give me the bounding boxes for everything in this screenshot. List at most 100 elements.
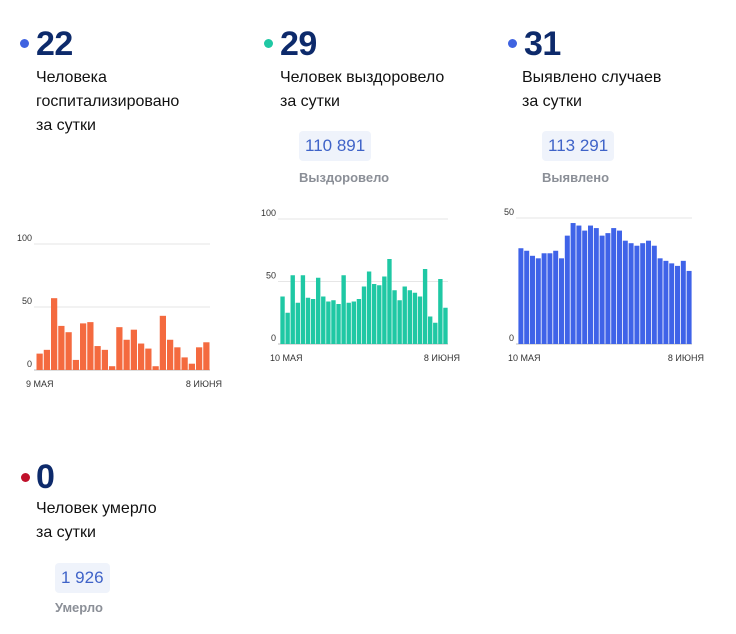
bar <box>361 286 367 344</box>
bar <box>680 260 686 344</box>
detected-label: Выявлено случаев за сутки <box>522 69 662 110</box>
bar <box>145 348 152 370</box>
y-tick-label: 100 <box>261 208 276 218</box>
bar <box>547 253 553 344</box>
y-tick-label: 0 <box>271 333 276 343</box>
bar <box>51 298 58 370</box>
bar <box>138 343 145 370</box>
bar <box>675 265 680 344</box>
x-tick-label-end: 8 ИЮНЯ <box>424 353 460 363</box>
bar <box>371 284 377 344</box>
recovered-total-label: Выздоровело <box>299 170 390 185</box>
bar <box>417 296 423 344</box>
died-total: 1 926 <box>55 563 110 593</box>
bar <box>167 339 174 370</box>
detected-dot <box>508 39 517 48</box>
hospitalized-count: 22 <box>36 25 73 63</box>
bar <box>321 296 326 344</box>
bar <box>622 240 628 344</box>
bar <box>58 325 65 370</box>
recovered-dot <box>264 39 273 48</box>
bar <box>402 286 407 344</box>
bar <box>366 271 372 344</box>
bar <box>535 258 541 344</box>
bar <box>524 250 530 344</box>
bar <box>290 275 295 344</box>
bar <box>181 357 188 370</box>
hospitalized-dot <box>20 39 29 48</box>
bar <box>392 290 397 344</box>
recovered-chart: 0 50 100 10 МАЯ 8 ИЮНЯ <box>261 208 460 363</box>
bar <box>669 263 675 344</box>
bar <box>628 243 634 344</box>
bar <box>588 225 593 344</box>
died-label: Человек умерло за сутки <box>36 500 157 541</box>
y-tick-label: 0 <box>509 333 514 343</box>
bar <box>651 245 657 344</box>
bar <box>196 347 203 370</box>
bar <box>203 342 210 370</box>
bar <box>634 245 640 344</box>
died-dot <box>21 473 30 482</box>
y-tick-label: 0 <box>27 359 32 369</box>
bar <box>593 228 599 344</box>
detected-chart: 0 50 10 МАЯ 8 ИЮНЯ <box>504 207 704 363</box>
bar <box>295 302 301 344</box>
bar <box>94 346 101 370</box>
bar <box>407 290 413 344</box>
bar <box>518 248 524 344</box>
hospitalized-chart: 0 50 100 9 МАЯ 8 ИЮНЯ <box>17 233 222 389</box>
x-tick-label-start: 10 МАЯ <box>508 353 541 363</box>
bar <box>686 270 692 344</box>
bar <box>326 301 331 344</box>
bar <box>351 301 357 344</box>
y-tick-label: 50 <box>22 296 32 306</box>
detected-total-label: Выявлено <box>542 170 610 185</box>
y-tick-label: 100 <box>17 233 32 243</box>
x-tick-label-start: 9 МАЯ <box>26 379 54 389</box>
x-tick-label-start: 10 МАЯ <box>270 353 303 363</box>
bar <box>433 322 438 344</box>
detected-total: 113 291 <box>542 131 615 161</box>
bar <box>553 250 559 344</box>
bar <box>427 316 433 344</box>
y-tick-label: 50 <box>266 271 276 281</box>
bar <box>336 304 341 344</box>
bar <box>570 223 576 344</box>
bar <box>564 235 570 344</box>
bar <box>310 299 316 344</box>
bar <box>438 279 443 344</box>
bar <box>331 300 336 344</box>
bar <box>663 260 669 344</box>
detected-count: 31 <box>524 25 561 63</box>
bar <box>285 312 290 344</box>
bar <box>611 228 617 344</box>
bar <box>582 230 588 344</box>
recovered-label: Человек выздоровело за сутки <box>280 69 445 110</box>
bar <box>80 323 87 370</box>
bar <box>377 285 382 344</box>
bar <box>152 366 159 370</box>
bar <box>605 233 611 344</box>
bar <box>188 363 195 370</box>
x-tick-label-end: 8 ИЮНЯ <box>186 379 222 389</box>
bar <box>174 347 181 370</box>
bar <box>109 366 116 370</box>
bar <box>646 240 651 344</box>
bar <box>43 349 50 370</box>
bar <box>341 275 346 344</box>
died-total-label: Умерло <box>55 600 103 615</box>
bar <box>617 230 622 344</box>
recovered-count: 29 <box>280 25 317 63</box>
bar <box>422 269 428 344</box>
bar <box>72 359 79 370</box>
died-count: 0 <box>36 458 55 496</box>
bar <box>346 302 351 344</box>
bar <box>387 259 392 344</box>
x-tick-label-end: 8 ИЮНЯ <box>668 353 704 363</box>
y-tick-label: 50 <box>504 207 514 217</box>
recovered-total: 110 891 <box>299 131 372 161</box>
bar <box>657 258 663 344</box>
bar <box>300 275 306 344</box>
hospitalized-label: Человека госпитализировано за сутки <box>36 69 180 134</box>
